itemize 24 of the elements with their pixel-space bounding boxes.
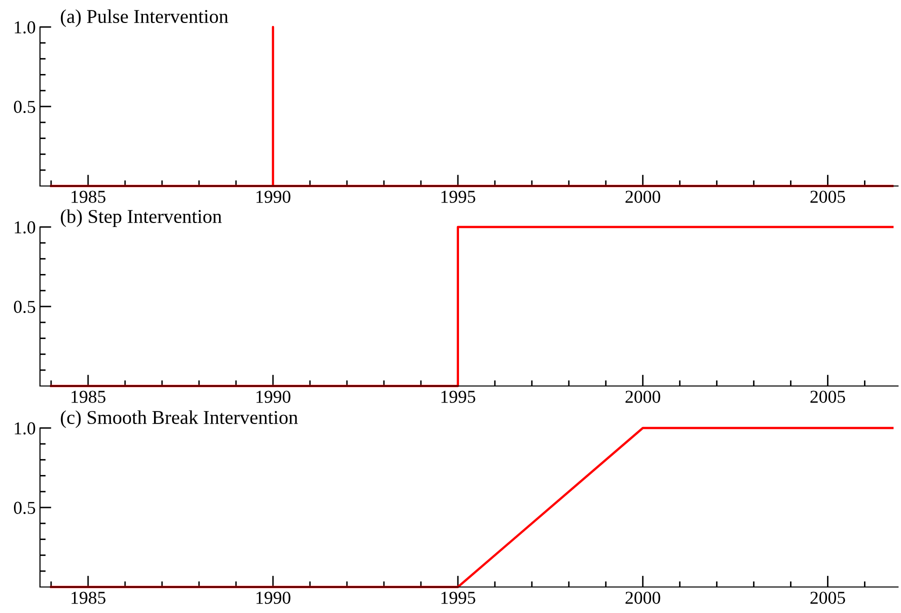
x-tick-label: 1990	[256, 190, 290, 203]
y-tick-label: 1.0	[14, 221, 36, 234]
y-tick-label: 1.0	[14, 21, 36, 34]
x-tick-label: 1995	[441, 592, 476, 604]
y-tick-label: 0.5	[14, 300, 36, 314]
x-tick-label: 1985	[72, 190, 106, 203]
chart-title: (c) Smooth Break Intervention	[60, 410, 298, 428]
x-tick-label: 2005	[810, 390, 846, 403]
chart-title: (b) Step Intervention	[60, 209, 222, 227]
x-tick-label: 2000	[626, 592, 660, 604]
y-tick-label: 0.5	[14, 502, 36, 514]
chart-title: (a) Pulse Intervention	[60, 9, 228, 27]
x-tick-label: 2000	[626, 390, 660, 403]
x-tick-label: 1990	[256, 390, 290, 403]
x-tick-label: 2000	[626, 190, 660, 203]
x-tick-label: 1990	[256, 592, 290, 604]
x-tick-label: 1985	[72, 592, 106, 604]
x-tick-label: 2005	[810, 592, 846, 604]
x-tick-label: 2005	[810, 190, 846, 203]
x-tick-label: 1985	[72, 390, 106, 403]
y-tick-label: 0.5	[14, 100, 36, 114]
y-tick-label: 1.0	[14, 422, 36, 435]
x-tick-label: 1995	[441, 390, 476, 403]
x-tick-label: 1995	[441, 190, 476, 203]
